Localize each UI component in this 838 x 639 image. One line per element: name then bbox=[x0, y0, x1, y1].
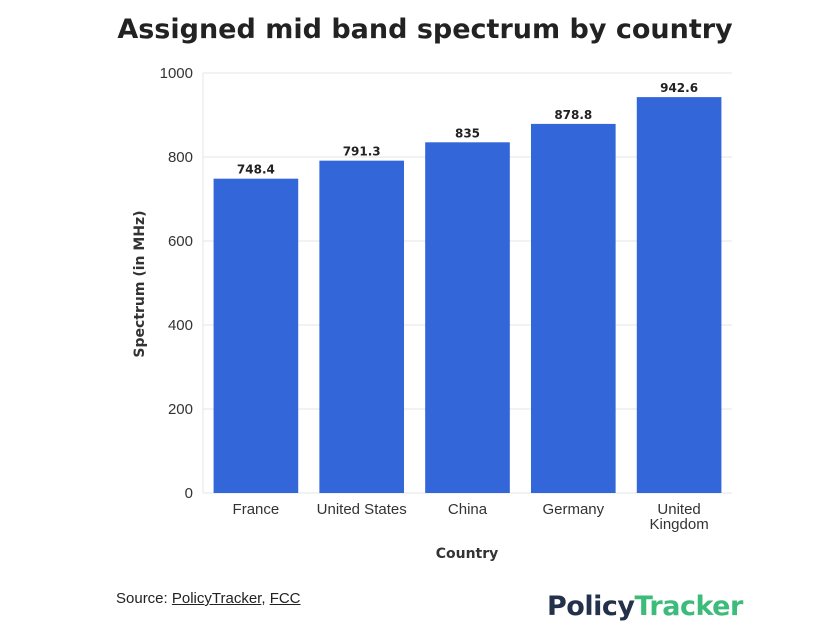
source-line: Source: PolicyTracker, FCC bbox=[116, 590, 301, 607]
bar bbox=[319, 160, 405, 494]
x-tick-label: France bbox=[233, 501, 280, 518]
x-tick-label: United Kingdom bbox=[649, 501, 708, 533]
x-tick-labels: France United States China Germany United Kin… bbox=[233, 501, 709, 533]
bar bbox=[213, 178, 299, 493]
source-prefix: Source: bbox=[116, 590, 168, 607]
bar bbox=[530, 123, 616, 494]
data-label: 878.8 bbox=[554, 108, 592, 122]
bar bbox=[425, 142, 510, 494]
chart-title: Assigned mid band spectrum by country bbox=[117, 14, 733, 45]
y-tick-label: 800 bbox=[168, 149, 193, 166]
data-label: 791.3 bbox=[343, 145, 381, 159]
y-tick-label: 600 bbox=[168, 233, 193, 250]
source-link-fcc[interactable]: FCC bbox=[269, 590, 301, 607]
logo-part-policy: Policy bbox=[547, 591, 635, 622]
y-tick-label: 0 bbox=[185, 485, 193, 502]
bars bbox=[213, 97, 722, 494]
data-label: 835 bbox=[455, 126, 480, 140]
bar bbox=[636, 97, 722, 493]
y-tick-label: 1000 bbox=[160, 65, 193, 82]
y-tick-labels: 0 200 400 600 800 1000 bbox=[160, 65, 193, 502]
logo-part-tracker: Tracker bbox=[634, 591, 743, 622]
source-link-policytracker[interactable]: PolicyTracker bbox=[171, 590, 262, 607]
x-axis-label: Country bbox=[436, 546, 499, 562]
x-tick-label: Germany bbox=[542, 501, 604, 518]
data-labels: 748.4 791.3 835 878.8 942.6 bbox=[237, 81, 698, 177]
y-tick-label: 200 bbox=[168, 401, 193, 418]
policytracker-logo: PolicyTracker bbox=[547, 591, 743, 622]
data-label: 748.4 bbox=[237, 163, 275, 177]
y-axis-label: Spectrum (in MHz) bbox=[132, 210, 148, 357]
data-label: 942.6 bbox=[660, 81, 698, 95]
x-tick-label: United States bbox=[317, 501, 407, 518]
x-tick-label: China bbox=[448, 501, 488, 518]
source-separator: , bbox=[261, 590, 266, 607]
y-tick-label: 400 bbox=[168, 317, 193, 334]
